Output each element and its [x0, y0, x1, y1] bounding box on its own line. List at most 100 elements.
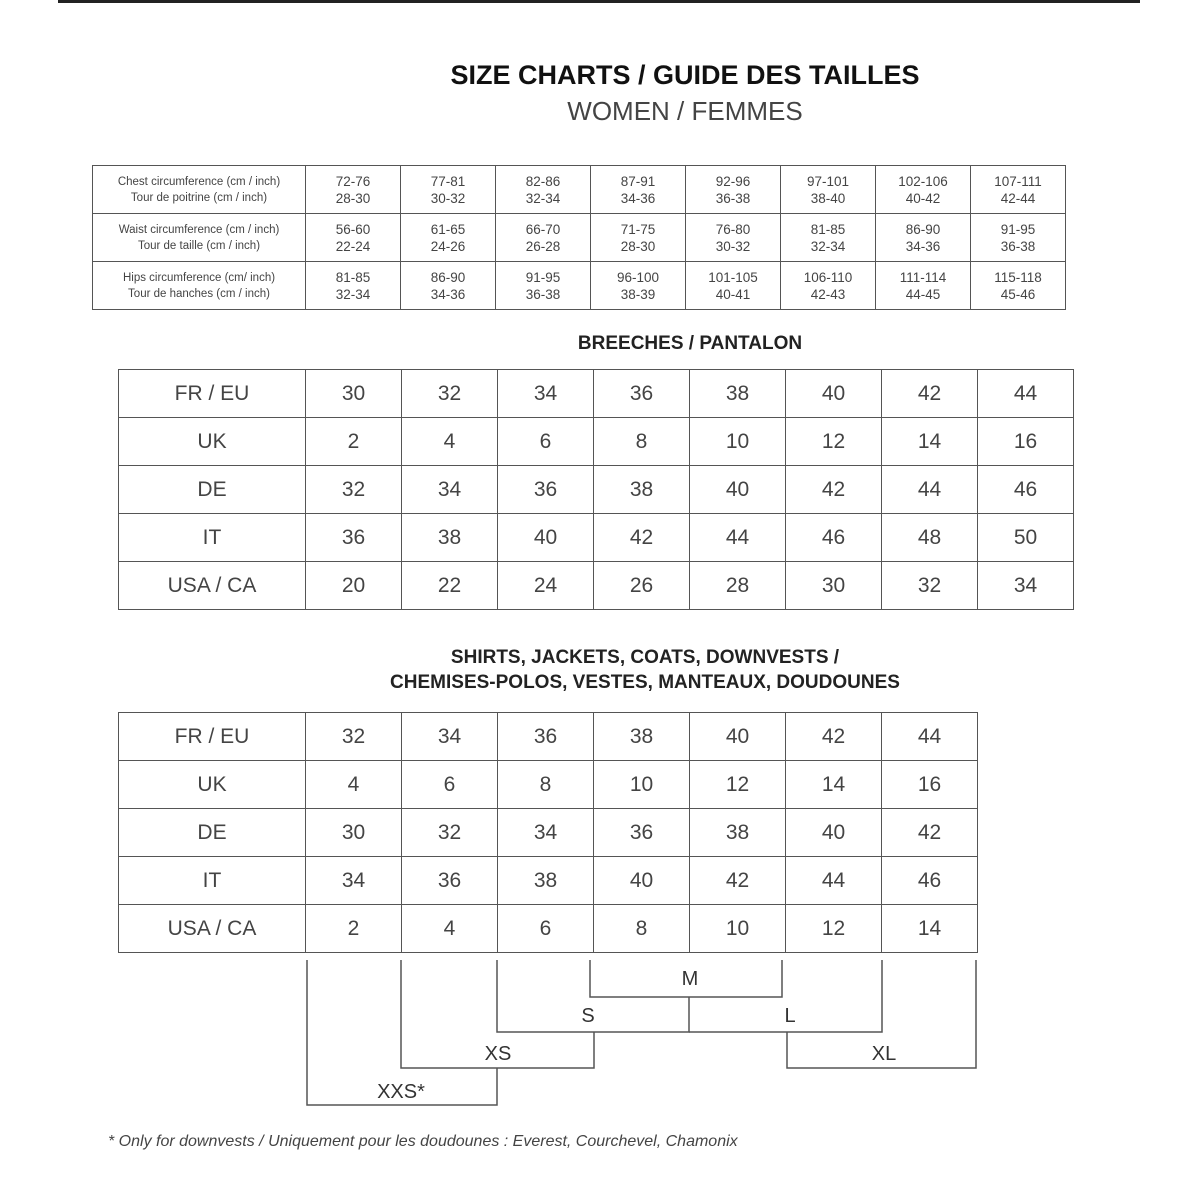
cell-text: 45-46 — [1000, 286, 1036, 302]
cell-text: 14 — [821, 772, 846, 796]
cell-text: 44 — [917, 724, 942, 748]
row-label: FR / EU — [118, 712, 306, 761]
cell-text: 34 — [437, 477, 462, 501]
size-xs-label: XS — [485, 1043, 512, 1065]
cell-text: 20 — [341, 573, 366, 597]
table-cell: 38 — [401, 513, 498, 562]
table-cell: 10 — [593, 760, 690, 809]
cell-text: 81-85 — [335, 269, 371, 285]
cell-text: 40 — [821, 820, 846, 844]
cell-text: 30 — [341, 381, 366, 405]
cell-text: 50 — [1013, 525, 1038, 549]
cell-text: 32 — [437, 820, 462, 844]
top-rule — [58, 0, 1140, 3]
cell-text: 36 — [533, 724, 558, 748]
cell-text: 44 — [1013, 381, 1038, 405]
table-cell: 30 — [305, 808, 402, 857]
table-cell: 97-101 38-40 — [780, 165, 876, 214]
cell-text: 44-45 — [905, 286, 941, 302]
table-cell: 77-81 30-32 — [400, 165, 496, 214]
breeches-title: BREECHES / PANTALON — [577, 333, 803, 354]
cell-text: 38 — [725, 820, 750, 844]
cell-text: 86-90 — [905, 221, 941, 237]
cell-text: 32-34 — [810, 238, 846, 254]
cell-text: 2 — [347, 429, 360, 453]
bracket-xl — [786, 960, 977, 1069]
cell-text: 81-85 — [810, 221, 846, 237]
bracket-xxs — [306, 960, 498, 1106]
cell-text: IT — [202, 525, 222, 549]
cell-text: 38 — [629, 477, 654, 501]
cell-text: 2 — [347, 916, 360, 940]
table-cell: 28 — [689, 561, 786, 610]
cell-text: USA / CA — [167, 916, 257, 940]
cell-text: 10 — [629, 772, 654, 796]
cell-text: 30-32 — [430, 190, 466, 206]
row-label: USA / CA — [118, 904, 306, 953]
cell-text: 32-34 — [525, 190, 561, 206]
cell-text: 34-36 — [620, 190, 656, 206]
cell-text: 34-36 — [905, 238, 941, 254]
cell-text: 38 — [629, 724, 654, 748]
table-cell: 4 — [401, 904, 498, 953]
cell-text: DE — [197, 820, 227, 844]
table-cell: 12 — [785, 904, 882, 953]
measurements-table: Chest circumference (cm / inch) Tour de p… — [92, 165, 1066, 310]
cell-text: UK — [197, 772, 227, 796]
cell-text: 32 — [437, 381, 462, 405]
table-row: DE 32 34 36 38 40 42 44 46 — [118, 465, 1074, 514]
cell-text: IT — [202, 868, 222, 892]
table-cell: 34 — [977, 561, 1074, 610]
table-cell: 14 — [881, 417, 978, 466]
cell-text: 40 — [725, 477, 750, 501]
cell-text: 38 — [533, 868, 558, 892]
cell-text: 4 — [443, 429, 456, 453]
table-cell: 40 — [689, 465, 786, 514]
cell-text: 40 — [725, 724, 750, 748]
row-label: IT — [118, 856, 306, 905]
cell-text: 14 — [917, 916, 942, 940]
table-cell: 16 — [977, 417, 1074, 466]
size-m-label: M — [682, 968, 699, 990]
cell-text: 77-81 — [430, 173, 466, 189]
cell-text: 56-60 — [335, 221, 371, 237]
table-cell: 12 — [689, 760, 786, 809]
table-cell: 115-118 45-46 — [970, 261, 1066, 310]
table-cell: 42 — [785, 465, 882, 514]
breeches-table: FR / EU 30 32 34 36 38 40 42 44 UK 2 4 6 8 10 12 14 16 DE 3… — [118, 369, 1074, 610]
footnote: * Only for downvests / Uniquement pour l… — [108, 1133, 738, 1150]
row-label: Chest circumference (cm / inch) Tour de p… — [92, 165, 306, 214]
cell-text: 97-101 — [806, 173, 850, 189]
cell-text: 30 — [821, 573, 846, 597]
table-cell: 4 — [305, 760, 402, 809]
cell-text: 72-76 — [335, 173, 371, 189]
cell-text: 38 — [437, 525, 462, 549]
size-xl-label: XL — [872, 1043, 896, 1065]
cell-text: 38-40 — [810, 190, 846, 206]
table-cell: 44 — [689, 513, 786, 562]
cell-text: 12 — [725, 772, 750, 796]
size-xxs-label: XXS* — [377, 1081, 425, 1103]
row-label: Hips circumference (cm/ inch) Tour de han… — [92, 261, 306, 310]
table-cell: 71-75 28-30 — [590, 213, 686, 262]
table-cell: 36 — [401, 856, 498, 905]
cell-text: 66-70 — [525, 221, 561, 237]
cell-text: 36-38 — [525, 286, 561, 302]
table-cell: 40 — [497, 513, 594, 562]
bracket-xs — [400, 960, 595, 1069]
shirts-table: FR / EU 32 34 36 38 40 42 44 UK 4 6 8 10 12 14 16 DE 30 32… — [118, 712, 978, 953]
cell-text: 26-28 — [525, 238, 561, 254]
cell-text: 87-91 — [620, 173, 656, 189]
cell-text: 91-95 — [525, 269, 561, 285]
cell-text: Waist circumference (cm / inch) — [118, 223, 280, 236]
table-cell: 36 — [497, 465, 594, 514]
table-row: UK 2 4 6 8 10 12 14 16 — [118, 417, 1074, 466]
cell-text: 42 — [629, 525, 654, 549]
cell-text: 28-30 — [620, 238, 656, 254]
table-cell: 8 — [593, 904, 690, 953]
row-label: Waist circumference (cm / inch) Tour de t… — [92, 213, 306, 262]
table-cell: 42 — [881, 369, 978, 418]
table-cell: 36 — [593, 369, 690, 418]
cell-text: 28 — [725, 573, 750, 597]
table-cell: 107-111 42-44 — [970, 165, 1066, 214]
